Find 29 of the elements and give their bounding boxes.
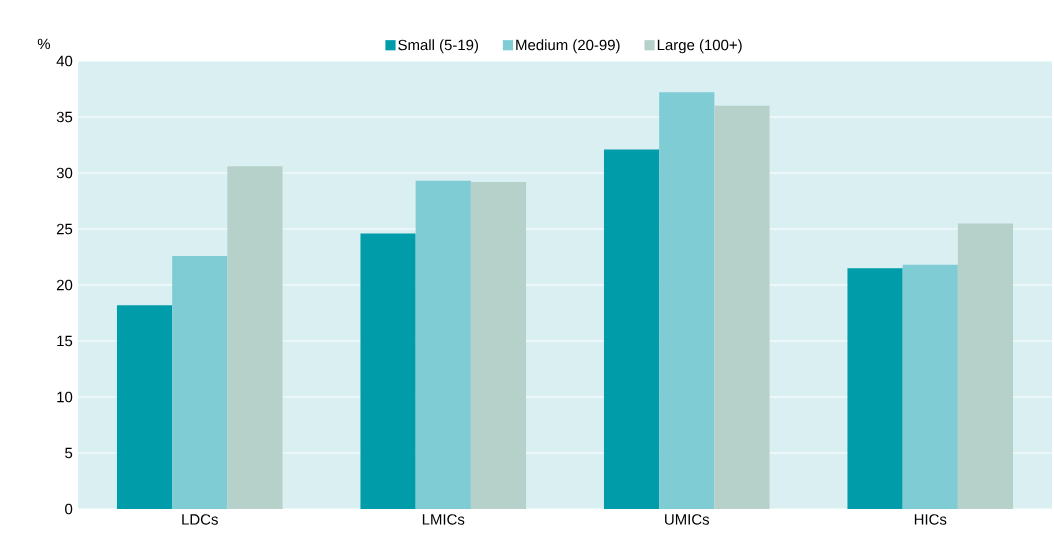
bar xyxy=(116,305,173,509)
y-tick-label: 0 xyxy=(65,503,73,515)
bar xyxy=(902,264,958,509)
x-tick-label: LDCs xyxy=(182,514,218,525)
bar xyxy=(603,149,660,509)
bar xyxy=(227,166,283,509)
bar xyxy=(470,181,527,509)
bar xyxy=(360,233,416,509)
x-tick-label: UMICs xyxy=(665,514,710,525)
bar xyxy=(957,223,1014,509)
y-tick-label: 40 xyxy=(56,55,73,67)
x-tick-label: HICs xyxy=(914,514,947,525)
legend-label: Medium (20-99) xyxy=(516,39,620,54)
y-tick-label: 25 xyxy=(56,223,73,235)
y-axis-title: % xyxy=(37,38,51,50)
y-tick-label: 35 xyxy=(56,111,73,123)
x-tick-label: LMICs xyxy=(422,514,465,525)
bar xyxy=(172,255,228,509)
legend-label: Small (5-19) xyxy=(398,39,478,54)
bar xyxy=(659,92,715,509)
y-tick-label: 20 xyxy=(56,279,73,291)
y-tick-label: 15 xyxy=(57,335,73,347)
legend-label: Large (100+) xyxy=(657,39,742,54)
y-tick-label: 10 xyxy=(57,391,73,403)
bar xyxy=(415,180,471,509)
bar xyxy=(847,268,903,509)
y-tick-label: 30 xyxy=(56,167,73,179)
y-tick-label: 5 xyxy=(65,447,73,459)
bar xyxy=(714,105,770,509)
